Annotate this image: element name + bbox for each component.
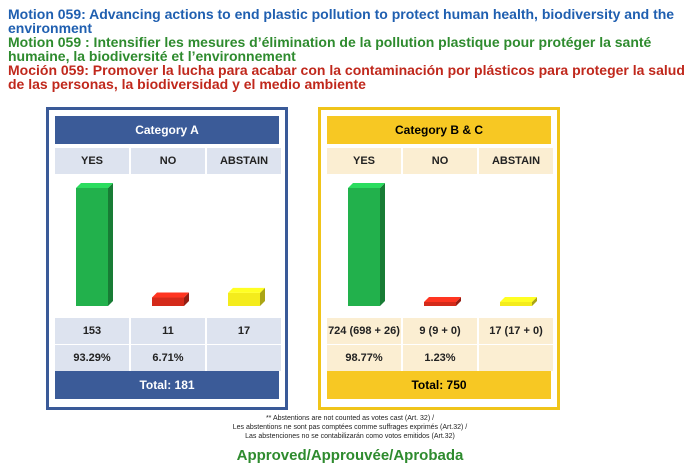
category-bc-bar-abstain-side bbox=[532, 297, 537, 306]
result-approved: Approved/Approuvée/Aprobada bbox=[236, 447, 464, 464]
category-a-yes-percent: 93.29% bbox=[55, 345, 129, 371]
category-bc-bar-chart bbox=[348, 183, 537, 306]
category-bc-yes-count: 724 (698 + 26) bbox=[327, 318, 401, 344]
footnote-line-spanish: Las abstenciones no se contabilizarán co… bbox=[245, 433, 455, 440]
category-bc-bar-abstain-front bbox=[500, 302, 532, 306]
category-a-bar-yes bbox=[76, 183, 113, 306]
category-a-total: Total: 181 bbox=[55, 371, 279, 399]
abstention-footnote: ** Abstentions are not counted as votes … bbox=[180, 414, 520, 441]
category-a-bar-yes-side bbox=[108, 183, 113, 306]
category-bc-bar-yes-side bbox=[380, 183, 385, 306]
category-bc-no-percent: 1.23% bbox=[403, 345, 477, 371]
category-a-chart bbox=[55, 176, 279, 314]
category-a-abstain-count: 17 bbox=[207, 318, 281, 344]
title-french: Motion 059 : Intensifier les mesures d’é… bbox=[8, 34, 652, 64]
category-a-bar-yes-front bbox=[76, 188, 108, 306]
category-bc-bar-abstain-top bbox=[500, 297, 537, 302]
category-a-bar-no-front bbox=[152, 297, 184, 306]
category-bc-bar-no-front bbox=[424, 302, 456, 306]
category-a-bar-abstain-side bbox=[260, 287, 265, 306]
category-a-bar-yes-top bbox=[76, 183, 113, 188]
category-bc-no-label: NO bbox=[403, 148, 477, 174]
category-a-header: Category A bbox=[55, 116, 279, 144]
category-a-bar-abstain-top bbox=[228, 287, 265, 293]
category-a-bar-abstain-front bbox=[228, 292, 260, 306]
category-a-panel: Category A YES NO ABSTAIN 153 11 17 93.2… bbox=[46, 107, 288, 410]
category-bc-bar-abstain bbox=[500, 297, 537, 306]
title-english: Motion 059: Advancing actions to end pla… bbox=[8, 6, 675, 36]
category-a-no-label: NO bbox=[131, 148, 205, 174]
category-bc-bar-no-side bbox=[456, 297, 461, 306]
footnote-line-french: Les abstentions ne sont pas comptées com… bbox=[232, 424, 468, 431]
category-bc-header: Category B & C bbox=[327, 116, 551, 144]
category-bc-no-count: 9 (9 + 0) bbox=[403, 318, 477, 344]
category-bc-bar-no-top bbox=[424, 297, 461, 302]
category-a-yes-count: 153 bbox=[55, 318, 129, 344]
category-bc-bar-yes bbox=[348, 183, 385, 306]
footnote-line-english: ** Abstentions are not counted as votes … bbox=[265, 415, 435, 422]
category-a-yes-label: YES bbox=[55, 148, 129, 174]
category-a-abstain-percent bbox=[207, 345, 281, 371]
title-spanish: Moción 059: Promover la lucha para acaba… bbox=[8, 62, 685, 92]
category-bc-yes-label: YES bbox=[327, 148, 401, 174]
category-bc-abstain-percent bbox=[479, 345, 553, 371]
category-bc-bar-yes-front bbox=[348, 188, 380, 306]
category-bc-abstain-count: 17 (17 + 0) bbox=[479, 318, 553, 344]
category-a-bar-no-side bbox=[184, 292, 189, 306]
category-a-bar-no-top bbox=[152, 292, 189, 298]
category-bc-total: Total: 750 bbox=[327, 371, 551, 399]
category-a-bar-no bbox=[152, 292, 189, 306]
category-a-no-count: 11 bbox=[131, 318, 205, 344]
category-bc-bar-yes-top bbox=[348, 183, 385, 188]
category-a-bar-abstain bbox=[228, 287, 265, 306]
category-a-bar-chart bbox=[76, 183, 265, 306]
category-bc-panel: Category B & C YES NO ABSTAIN 724 (698 +… bbox=[318, 107, 560, 410]
category-bc-bar-no bbox=[424, 297, 461, 306]
category-bc-yes-percent: 98.77% bbox=[327, 345, 401, 371]
category-a-no-percent: 6.71% bbox=[131, 345, 205, 371]
category-bc-chart bbox=[327, 176, 551, 314]
category-bc-abstain-label: ABSTAIN bbox=[479, 148, 553, 174]
category-a-abstain-label: ABSTAIN bbox=[207, 148, 281, 174]
